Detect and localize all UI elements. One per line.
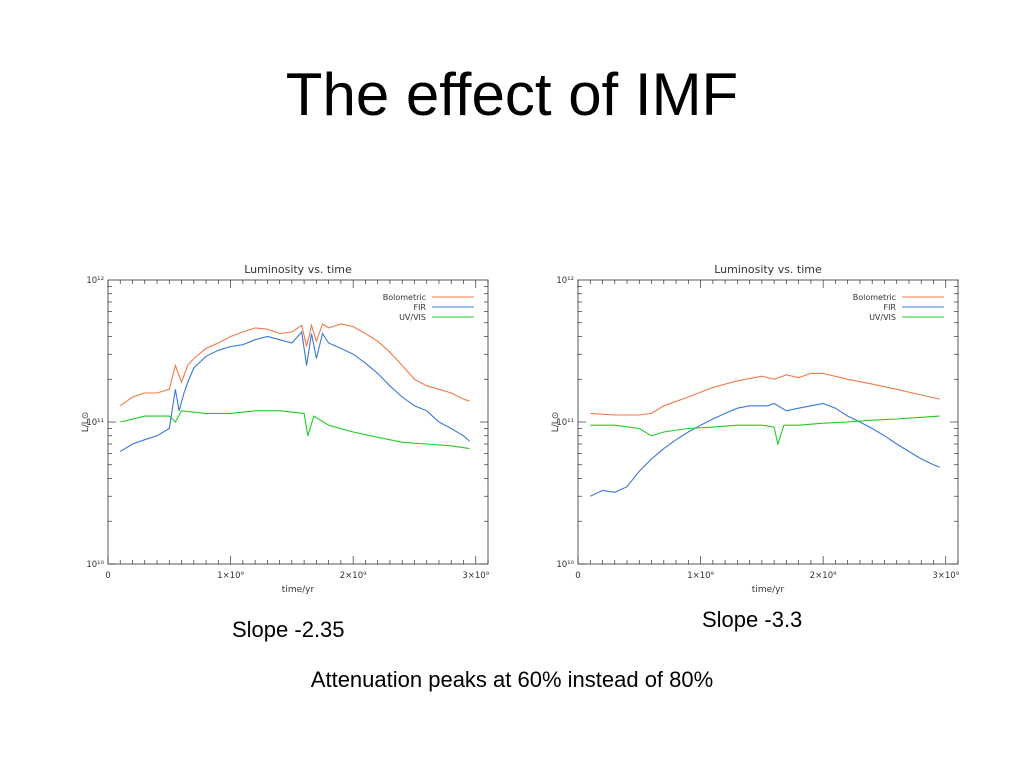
chart-title: Luminosity vs. time	[714, 263, 822, 276]
y-tick-label: 10¹¹	[556, 418, 574, 428]
chart-title: Luminosity vs. time	[244, 263, 352, 276]
legend-label: Bolometric	[383, 293, 426, 302]
plot-frame	[577, 279, 959, 565]
legend-label: FIR	[883, 303, 896, 312]
x-tick-label: 0	[105, 571, 110, 581]
caption-slope-right: Slope -3.3	[702, 607, 803, 632]
x-tick-label: 3×10⁹	[462, 571, 489, 581]
y-tick-label: 10¹²	[86, 276, 104, 286]
legend-label: FIR	[413, 303, 426, 312]
y-tick-label: 10¹⁰	[86, 560, 104, 570]
x-tick-label: 0	[575, 571, 580, 581]
y-axis-label: L/L⊙	[81, 412, 91, 433]
legend-label: UV/VIS	[869, 313, 896, 322]
x-axis-label: time/yr	[752, 585, 785, 595]
luminosity-chart-slope-2-35: Luminosity vs. time 0 1×10⁹ 2×10⁹ 3×10⁹ 10¹⁰ 1…	[78, 258, 508, 598]
luminosity-chart-left-svg: Luminosity vs. time 0 1×10⁹ 2×10⁹ 3×10⁹ 10¹⁰ 1…	[81, 263, 490, 595]
x-tick-label: 3×10⁹	[932, 571, 959, 581]
y-tick-label: 10¹²	[556, 276, 574, 286]
luminosity-chart-right-svg: Luminosity vs. time 0 1×10⁹ 2×10⁹ 3×10⁹ 10¹⁰ 1…	[551, 263, 960, 595]
caption-slope-left: Slope -2.35	[232, 617, 345, 642]
x-tick-label: 1×10⁹	[687, 571, 714, 581]
x-axis-label: time/yr	[282, 585, 315, 595]
luminosity-chart-slope-3-3: Luminosity vs. time 0 1×10⁹ 2×10⁹ 3×10⁹ 10¹⁰ 1…	[548, 258, 978, 598]
series-line-fir	[120, 330, 470, 452]
legend-label: UV/VIS	[399, 313, 426, 322]
legend-label: Bolometric	[853, 293, 896, 302]
series-line-uvvis	[120, 410, 470, 450]
footnote: Attenuation peaks at 60% instead of 80%	[310, 667, 714, 692]
x-tick-label: 2×10⁹	[810, 571, 837, 581]
y-tick-label: 10¹¹	[86, 418, 104, 428]
series-line-uvvis	[590, 415, 940, 447]
series-line-bolometric	[119, 323, 470, 407]
slide-title: The effect of IMF	[285, 61, 739, 128]
x-tick-label: 2×10⁹	[340, 571, 367, 581]
y-tick-label: 10¹⁰	[556, 560, 574, 570]
y-axis-label: L/L⊙	[551, 412, 561, 433]
x-tick-label: 1×10⁹	[217, 571, 244, 581]
series-line-fir	[590, 402, 940, 497]
series-line-bolometric	[590, 372, 940, 416]
plot-frame	[107, 279, 489, 565]
